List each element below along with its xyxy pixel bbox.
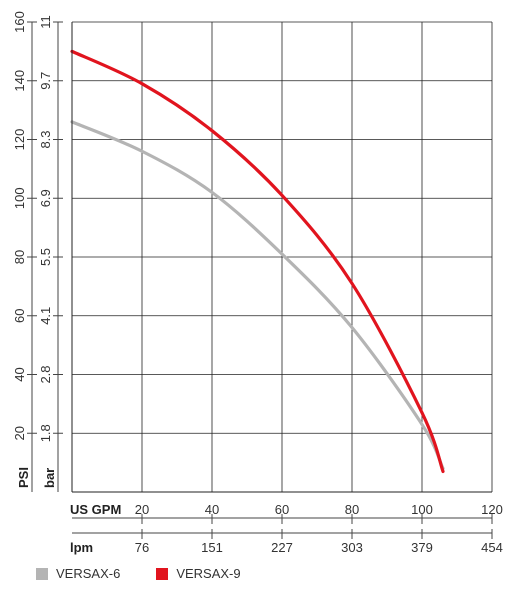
lpm-tick-label: 227 — [271, 540, 293, 555]
legend-item-versax-9: VERSAX-9 — [156, 566, 241, 581]
psi-tick-label: 140 — [12, 70, 27, 92]
series-line-versax-9 — [70, 49, 445, 474]
series-line-versax-6 — [70, 120, 445, 471]
legend-item-versax-6: VERSAX-6 — [36, 566, 120, 581]
psi-tick-label: 80 — [12, 250, 27, 264]
psi-axis-title: PSI — [16, 467, 31, 488]
gpm-tick-label: 20 — [135, 502, 149, 517]
legend: VERSAX-6 VERSAX-9 — [36, 566, 241, 581]
axes — [27, 21, 493, 539]
gpm-tick-label: 100 — [411, 502, 433, 517]
psi-tick-label: 160 — [12, 11, 27, 33]
lpm-tick-label: 151 — [201, 540, 223, 555]
series-lines — [70, 49, 445, 474]
lpm-axis-title: lpm — [70, 540, 93, 555]
lpm-tick-label: 379 — [411, 540, 433, 555]
legend-swatch-versax-9 — [156, 567, 169, 580]
bar-tick-label: 11 — [38, 15, 53, 29]
bar-tick-label: 4.1 — [38, 307, 53, 325]
bar-axis-title: bar — [42, 468, 57, 488]
bar-tick-label: 5.5 — [38, 248, 53, 266]
legend-label-versax-6: VERSAX-6 — [56, 566, 121, 581]
legend-label-versax-9: VERSAX-9 — [176, 566, 241, 581]
psi-tick-label: 60 — [12, 309, 27, 323]
psi-tick-label: 40 — [12, 367, 27, 381]
lpm-tick-label: 454 — [481, 540, 503, 555]
bar-tick-label: 2.8 — [38, 365, 53, 383]
bar-tick-label: 8.3 — [38, 130, 53, 148]
grid — [72, 21, 493, 492]
gpm-tick-label: 40 — [205, 502, 219, 517]
lpm-tick-label: 76 — [135, 540, 149, 555]
bar-tick-label: 6.9 — [38, 189, 53, 207]
psi-tick-label: 100 — [12, 187, 27, 209]
legend-swatch-versax-6 — [36, 567, 48, 580]
lpm-tick-label: 303 — [341, 540, 363, 555]
gpm-tick-label: 120 — [481, 502, 503, 517]
tick-labels: 160 11 140 9.7 120 8.3 100 6.9 80 5.5 60 4.1 40 2.8 20… — [12, 11, 503, 555]
gpm-axis-title: US GPM — [70, 502, 121, 517]
gpm-tick-label: 60 — [275, 502, 289, 517]
psi-tick-label: 20 — [12, 426, 27, 440]
psi-tick-label: 120 — [12, 129, 27, 151]
gpm-tick-label: 80 — [345, 502, 359, 517]
bar-tick-label: 9.7 — [38, 72, 53, 90]
bar-tick-label: 1.8 — [38, 424, 53, 442]
